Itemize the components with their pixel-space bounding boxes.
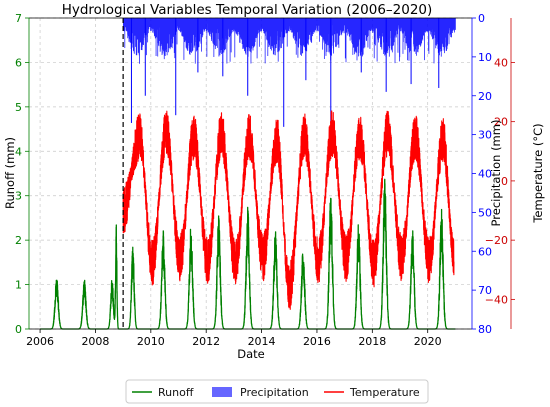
x-axis-title: Date: [237, 347, 265, 361]
temperature-tick-label: 0: [501, 175, 508, 188]
runoff-tick-label: 4: [15, 145, 22, 158]
legend: Runoff Precipitation Temperature: [125, 379, 429, 404]
legend-precipitation-swatch: [212, 387, 232, 397]
runoff-tick-label: 3: [15, 190, 22, 203]
precipitation-tick-label: 0: [478, 12, 485, 25]
temperature-line: [122, 110, 455, 310]
temperature-tick-label: 20: [494, 116, 508, 129]
runoff-tick-label: 6: [15, 56, 22, 69]
x-tick-label: 2012: [192, 335, 220, 348]
runoff-tick-label: 1: [15, 279, 22, 292]
runoff-tick-label: 0: [15, 323, 22, 336]
runoff-tick-label: 2: [15, 234, 22, 247]
precipitation-axis-title: Precipitation (mm): [489, 120, 503, 227]
runoff-line: [39, 178, 456, 330]
x-tick-label: 2010: [137, 335, 165, 348]
precipitation-tick-label: 20: [478, 90, 492, 103]
legend-frame: [125, 379, 429, 404]
x-tick-label: 2018: [358, 335, 386, 348]
temperature-tick-label: 40: [494, 56, 508, 69]
precipitation-tick-label: 40: [478, 168, 492, 181]
precipitation-tick-label: 80: [478, 323, 492, 336]
temperature-tick-label: −20: [485, 234, 508, 247]
precipitation-tick-label: 30: [478, 129, 492, 142]
x-tick-label: 2016: [303, 335, 331, 348]
x-tick-label: 2008: [81, 335, 109, 348]
runoff-layer: [39, 178, 456, 330]
x-tick-label: 2006: [26, 335, 54, 348]
runoff-tick-label: 5: [15, 101, 22, 114]
temperature-layer: [122, 110, 455, 310]
precipitation-bars: [122, 18, 456, 64]
chart-title: Hydrological Variables Temporal Variatio…: [62, 2, 433, 18]
precipitation-tick-label: 10: [478, 51, 492, 64]
runoff-tick-label: 7: [15, 12, 22, 25]
axes-layer: 2006 2008 2010 2012 2014 2016 2018 202001234567…: [15, 12, 515, 348]
legend-runoff-label: Runoff: [158, 386, 194, 399]
legend-temperature-label: Temperature: [349, 386, 420, 399]
precipitation-tick-label: 60: [478, 245, 492, 258]
legend-precipitation-label: Precipitation: [240, 386, 309, 399]
runoff-axis-title: Runoff (mm): [3, 137, 17, 209]
temperature-tick-label: −40: [485, 293, 508, 306]
temperature-axis-title: Temperature (°C): [531, 123, 545, 223]
precipitation-tick-label: 70: [478, 284, 492, 297]
x-tick-label: 2020: [414, 335, 442, 348]
x-tick-label: 2014: [248, 335, 276, 348]
grid-layer: [29, 17, 472, 330]
precipitation-layer: [122, 18, 456, 127]
precipitation-tick-label: 50: [478, 206, 492, 219]
